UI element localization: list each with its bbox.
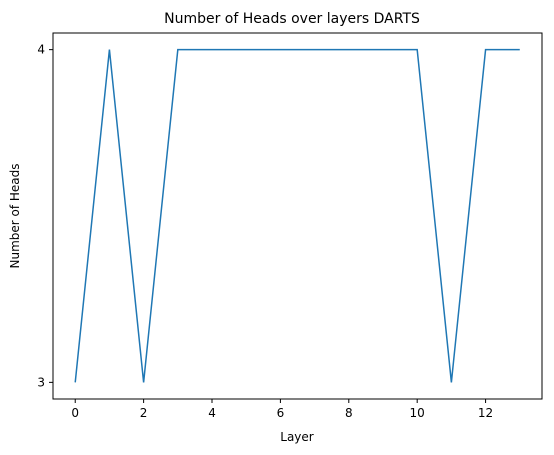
y-tick-label: 3 xyxy=(37,375,45,389)
series-line xyxy=(74,48,520,383)
chart-title: Number of Heads over layers DARTS xyxy=(164,11,420,27)
x-tick-label: 0 xyxy=(71,406,79,420)
plot-frame xyxy=(52,32,543,400)
x-tick-label: 6 xyxy=(277,406,285,420)
x-tick-label: 10 xyxy=(410,406,425,420)
y-tick-label: 4 xyxy=(37,43,45,57)
x-tick-label: 4 xyxy=(208,406,216,420)
x-tick-label: 2 xyxy=(140,406,148,420)
x-tick-label: 12 xyxy=(478,406,493,420)
x-axis: 0 2 4 6 8 10 12 xyxy=(71,399,493,420)
y-axis: 34 xyxy=(37,43,53,389)
x-axis-label: Layer xyxy=(280,430,314,444)
x-tick-label: 8 xyxy=(345,406,353,420)
series-layer xyxy=(74,48,520,383)
y-axis-label: Number of Heads xyxy=(8,163,22,268)
